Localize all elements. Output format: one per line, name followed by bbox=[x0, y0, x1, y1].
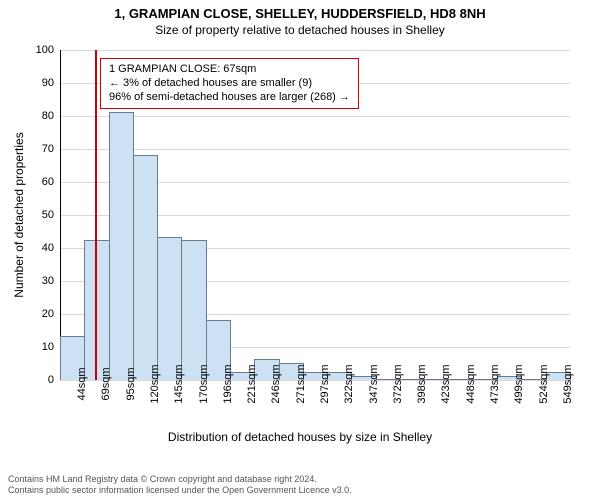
y-axis-label: Number of detached properties bbox=[12, 132, 26, 297]
xtick-label: 448sqm bbox=[465, 364, 477, 403]
title-main: 1, GRAMPIAN CLOSE, SHELLEY, HUDDERSFIELD… bbox=[0, 0, 600, 21]
xtick-label: 549sqm bbox=[562, 364, 574, 403]
ytick-label: 80 bbox=[42, 110, 54, 122]
xtick-label: 95sqm bbox=[125, 367, 137, 400]
x-axis-label: Distribution of detached houses by size … bbox=[0, 430, 600, 444]
marker-line bbox=[95, 50, 97, 380]
footer: Contains HM Land Registry data © Crown c… bbox=[8, 474, 352, 496]
footer-line1: Contains HM Land Registry data © Crown c… bbox=[8, 474, 352, 485]
xtick-label: 347sqm bbox=[368, 364, 380, 403]
bar bbox=[181, 240, 206, 380]
xtick-label: 524sqm bbox=[538, 364, 550, 403]
ytick-label: 70 bbox=[42, 143, 54, 155]
xtick-label: 473sqm bbox=[489, 364, 501, 403]
xtick-label: 297sqm bbox=[319, 364, 331, 403]
xtick-label: 398sqm bbox=[416, 364, 428, 403]
annotation-line2: ← 3% of detached houses are smaller (9) bbox=[109, 77, 350, 91]
ytick-label: 20 bbox=[42, 308, 54, 320]
annotation-line3: 96% of semi-detached houses are larger (… bbox=[109, 91, 350, 105]
xtick-label: 499sqm bbox=[513, 364, 525, 403]
bar bbox=[157, 237, 182, 380]
ytick-label: 40 bbox=[42, 242, 54, 254]
ytick-label: 100 bbox=[36, 44, 54, 56]
xtick-label: 69sqm bbox=[100, 367, 112, 400]
annotation-box: 1 GRAMPIAN CLOSE: 67sqm ← 3% of detached… bbox=[100, 58, 359, 109]
xtick-label: 372sqm bbox=[392, 364, 404, 403]
y-axis bbox=[60, 50, 61, 380]
annotation-line1: 1 GRAMPIAN CLOSE: 67sqm bbox=[109, 63, 350, 77]
gridline bbox=[60, 149, 570, 150]
title-sub: Size of property relative to detached ho… bbox=[0, 21, 600, 37]
ytick-label: 60 bbox=[42, 176, 54, 188]
gridline bbox=[60, 50, 570, 51]
xtick-label: 423sqm bbox=[440, 364, 452, 403]
xtick-label: 196sqm bbox=[222, 364, 234, 403]
ytick-label: 90 bbox=[42, 77, 54, 89]
ytick-label: 50 bbox=[42, 209, 54, 221]
xtick-label: 322sqm bbox=[343, 364, 355, 403]
xtick-label: 44sqm bbox=[76, 367, 88, 400]
xtick-label: 170sqm bbox=[198, 364, 210, 403]
xtick-label: 145sqm bbox=[173, 364, 185, 403]
xtick-label: 120sqm bbox=[149, 364, 161, 403]
bar bbox=[133, 155, 158, 380]
ytick-label: 0 bbox=[48, 374, 54, 386]
xtick-label: 246sqm bbox=[270, 364, 282, 403]
chart-area: 010203040506070809010044sqm69sqm95sqm120… bbox=[60, 50, 570, 380]
xtick-label: 221sqm bbox=[246, 364, 258, 403]
ytick-label: 30 bbox=[42, 275, 54, 287]
gridline bbox=[60, 116, 570, 117]
footer-line2: Contains public sector information licen… bbox=[8, 485, 352, 496]
xtick-label: 271sqm bbox=[295, 364, 307, 403]
ytick-label: 10 bbox=[42, 341, 54, 353]
bar bbox=[109, 112, 134, 380]
